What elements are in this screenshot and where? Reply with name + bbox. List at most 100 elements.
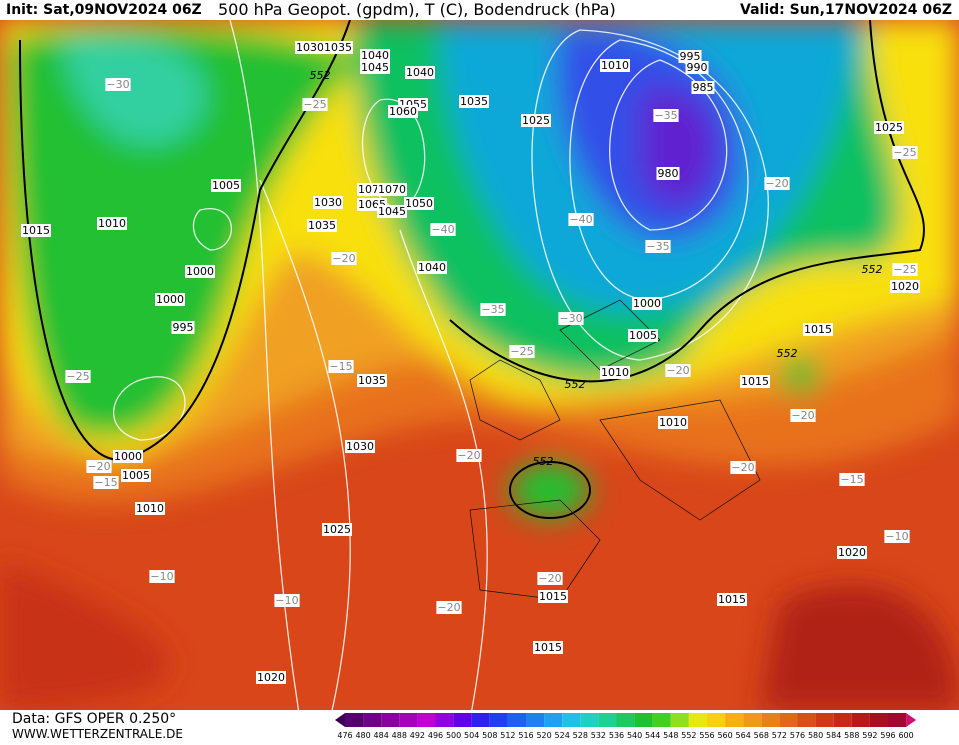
- isobar-label: 1015: [534, 641, 562, 654]
- temperature-label-box: [430, 223, 456, 236]
- temperature-label: −15: [840, 473, 863, 486]
- colorbar-label: 480: [355, 731, 370, 740]
- colorbar-label: 476: [337, 731, 352, 740]
- colorbar-bin: [489, 713, 508, 727]
- colorbar-label: 508: [482, 731, 497, 740]
- isobar-label: 1025: [522, 114, 550, 127]
- temperature-label: −25: [303, 98, 326, 111]
- colorbar-bin: [363, 713, 382, 727]
- temperature-label: −20: [765, 177, 788, 190]
- isobar-label-box: [113, 450, 143, 463]
- temperature-label-box: [93, 476, 119, 489]
- colorbar-bin: [471, 713, 490, 727]
- colorbar-bin: [761, 713, 780, 727]
- isobar-label-box: [135, 502, 165, 515]
- isobar-label: 1040: [406, 66, 434, 79]
- colorbar-bin: [507, 713, 526, 727]
- temperature-label-box: [105, 78, 131, 91]
- colorbar-label: 584: [826, 731, 841, 740]
- isobar-label: 1015: [22, 224, 50, 237]
- isobar-label: 1070: [378, 183, 406, 196]
- colorbar-bin: [779, 713, 798, 727]
- isobar-label: 995: [680, 50, 701, 63]
- isobar-label: 1025: [323, 523, 351, 536]
- isobar-label-box: [740, 375, 770, 388]
- isobar-label-box: [533, 641, 563, 654]
- isobar-label-box: [632, 297, 662, 310]
- colorbar-label: 520: [536, 731, 551, 740]
- temperature-label: −35: [646, 240, 669, 253]
- isobar-label: 1000: [114, 450, 142, 463]
- isobar-label-box: [600, 59, 630, 72]
- temperature-label: −10: [150, 570, 173, 583]
- colorbar-bin: [743, 713, 762, 727]
- isobar-label: 1020: [891, 280, 919, 293]
- isobar-label-box: [307, 219, 337, 232]
- isobar-label-box: [357, 374, 387, 387]
- temperature-label-box: [839, 473, 865, 486]
- isobar-label: 1060: [389, 105, 417, 118]
- footer-data: Data: GFS OPER 0.250°: [12, 711, 176, 727]
- isobar-label-box: [121, 469, 151, 482]
- temperature-label: −10: [885, 530, 908, 543]
- colorbar-bin: [652, 713, 671, 727]
- colorbar-label: 516: [518, 731, 533, 740]
- temperature-label: −20: [666, 364, 689, 377]
- colorbar-bin: [417, 713, 436, 727]
- temperature-label: −25: [510, 345, 533, 358]
- isobar-label: 995: [173, 321, 194, 334]
- colorbar-arrow-left: [335, 713, 345, 727]
- temperature-label: −40: [431, 223, 454, 236]
- temperature-label: −20: [791, 409, 814, 422]
- colorbar-bin: [634, 713, 653, 727]
- isobar-label: 1045: [361, 61, 389, 74]
- isobar-label: 990: [687, 61, 708, 74]
- isobar-label-box: [97, 217, 127, 230]
- isobar-label-box: [656, 167, 680, 180]
- colorbar-bin: [707, 713, 726, 727]
- colorbar-bin: [833, 713, 852, 727]
- colorbar-bin: [616, 713, 635, 727]
- temperature-label-box: [274, 594, 300, 607]
- map-field: [0, 20, 959, 710]
- isobar-label-box: [256, 671, 286, 684]
- isobar-label: 1050: [405, 197, 433, 210]
- temperature-label: −25: [66, 370, 89, 383]
- colorbar-bin: [888, 713, 907, 727]
- temperature-label-box: [456, 449, 482, 462]
- temperature-label: −25: [893, 146, 916, 159]
- height-label: 552: [862, 263, 883, 276]
- colorbar-bin: [688, 713, 707, 727]
- colorbar-bin: [670, 713, 689, 727]
- isobar-label-box: [404, 197, 434, 210]
- temperature-label-box: [558, 312, 584, 325]
- colorbar-bin: [526, 713, 545, 727]
- isobar-label-box: [211, 179, 241, 192]
- temperature-label: −30: [559, 312, 582, 325]
- colorbar-label: 528: [573, 731, 588, 740]
- colorbar-bin: [797, 713, 816, 727]
- temperature-label-box: [653, 109, 679, 122]
- temperature-label-box: [665, 364, 691, 377]
- isobar-label-box: [417, 261, 447, 274]
- isobar-label-box: [874, 121, 904, 134]
- colorbar-label: 540: [627, 731, 642, 740]
- temperature-label-box: [730, 461, 756, 474]
- isobar-label-box: [360, 61, 390, 74]
- temperature-label-box: [509, 345, 535, 358]
- colorbar-bin: [851, 713, 870, 727]
- colorbar-label: 536: [609, 731, 624, 740]
- temperature-label-box: [331, 252, 357, 265]
- isobar-label-box: [295, 41, 325, 54]
- isobar-label-box: [717, 593, 747, 606]
- colorbar-label: 572: [772, 731, 787, 740]
- isobar-label: 1010: [98, 217, 126, 230]
- isobar-label-box: [691, 81, 715, 94]
- colorbar-label: 484: [374, 731, 389, 740]
- isobar-label: 1020: [257, 671, 285, 684]
- colorbar-bin: [815, 713, 834, 727]
- temperature-label: −15: [329, 360, 352, 373]
- isobar-label: 980: [658, 167, 679, 180]
- colorbar-bin: [435, 713, 454, 727]
- footer-site: WWW.WETTERZENTRALE.DE: [12, 727, 183, 741]
